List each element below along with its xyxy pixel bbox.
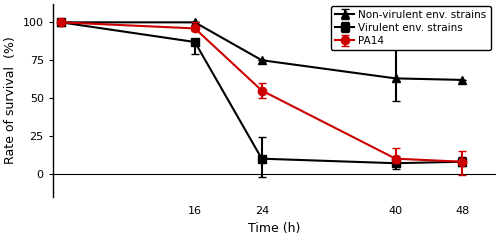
Y-axis label: Rate of survival  (%): Rate of survival (%) — [4, 37, 17, 164]
Legend: Non-virulent env. strains, Virulent env. strains, PA14: Non-virulent env. strains, Virulent env.… — [331, 5, 490, 50]
X-axis label: Time (h): Time (h) — [248, 222, 300, 235]
